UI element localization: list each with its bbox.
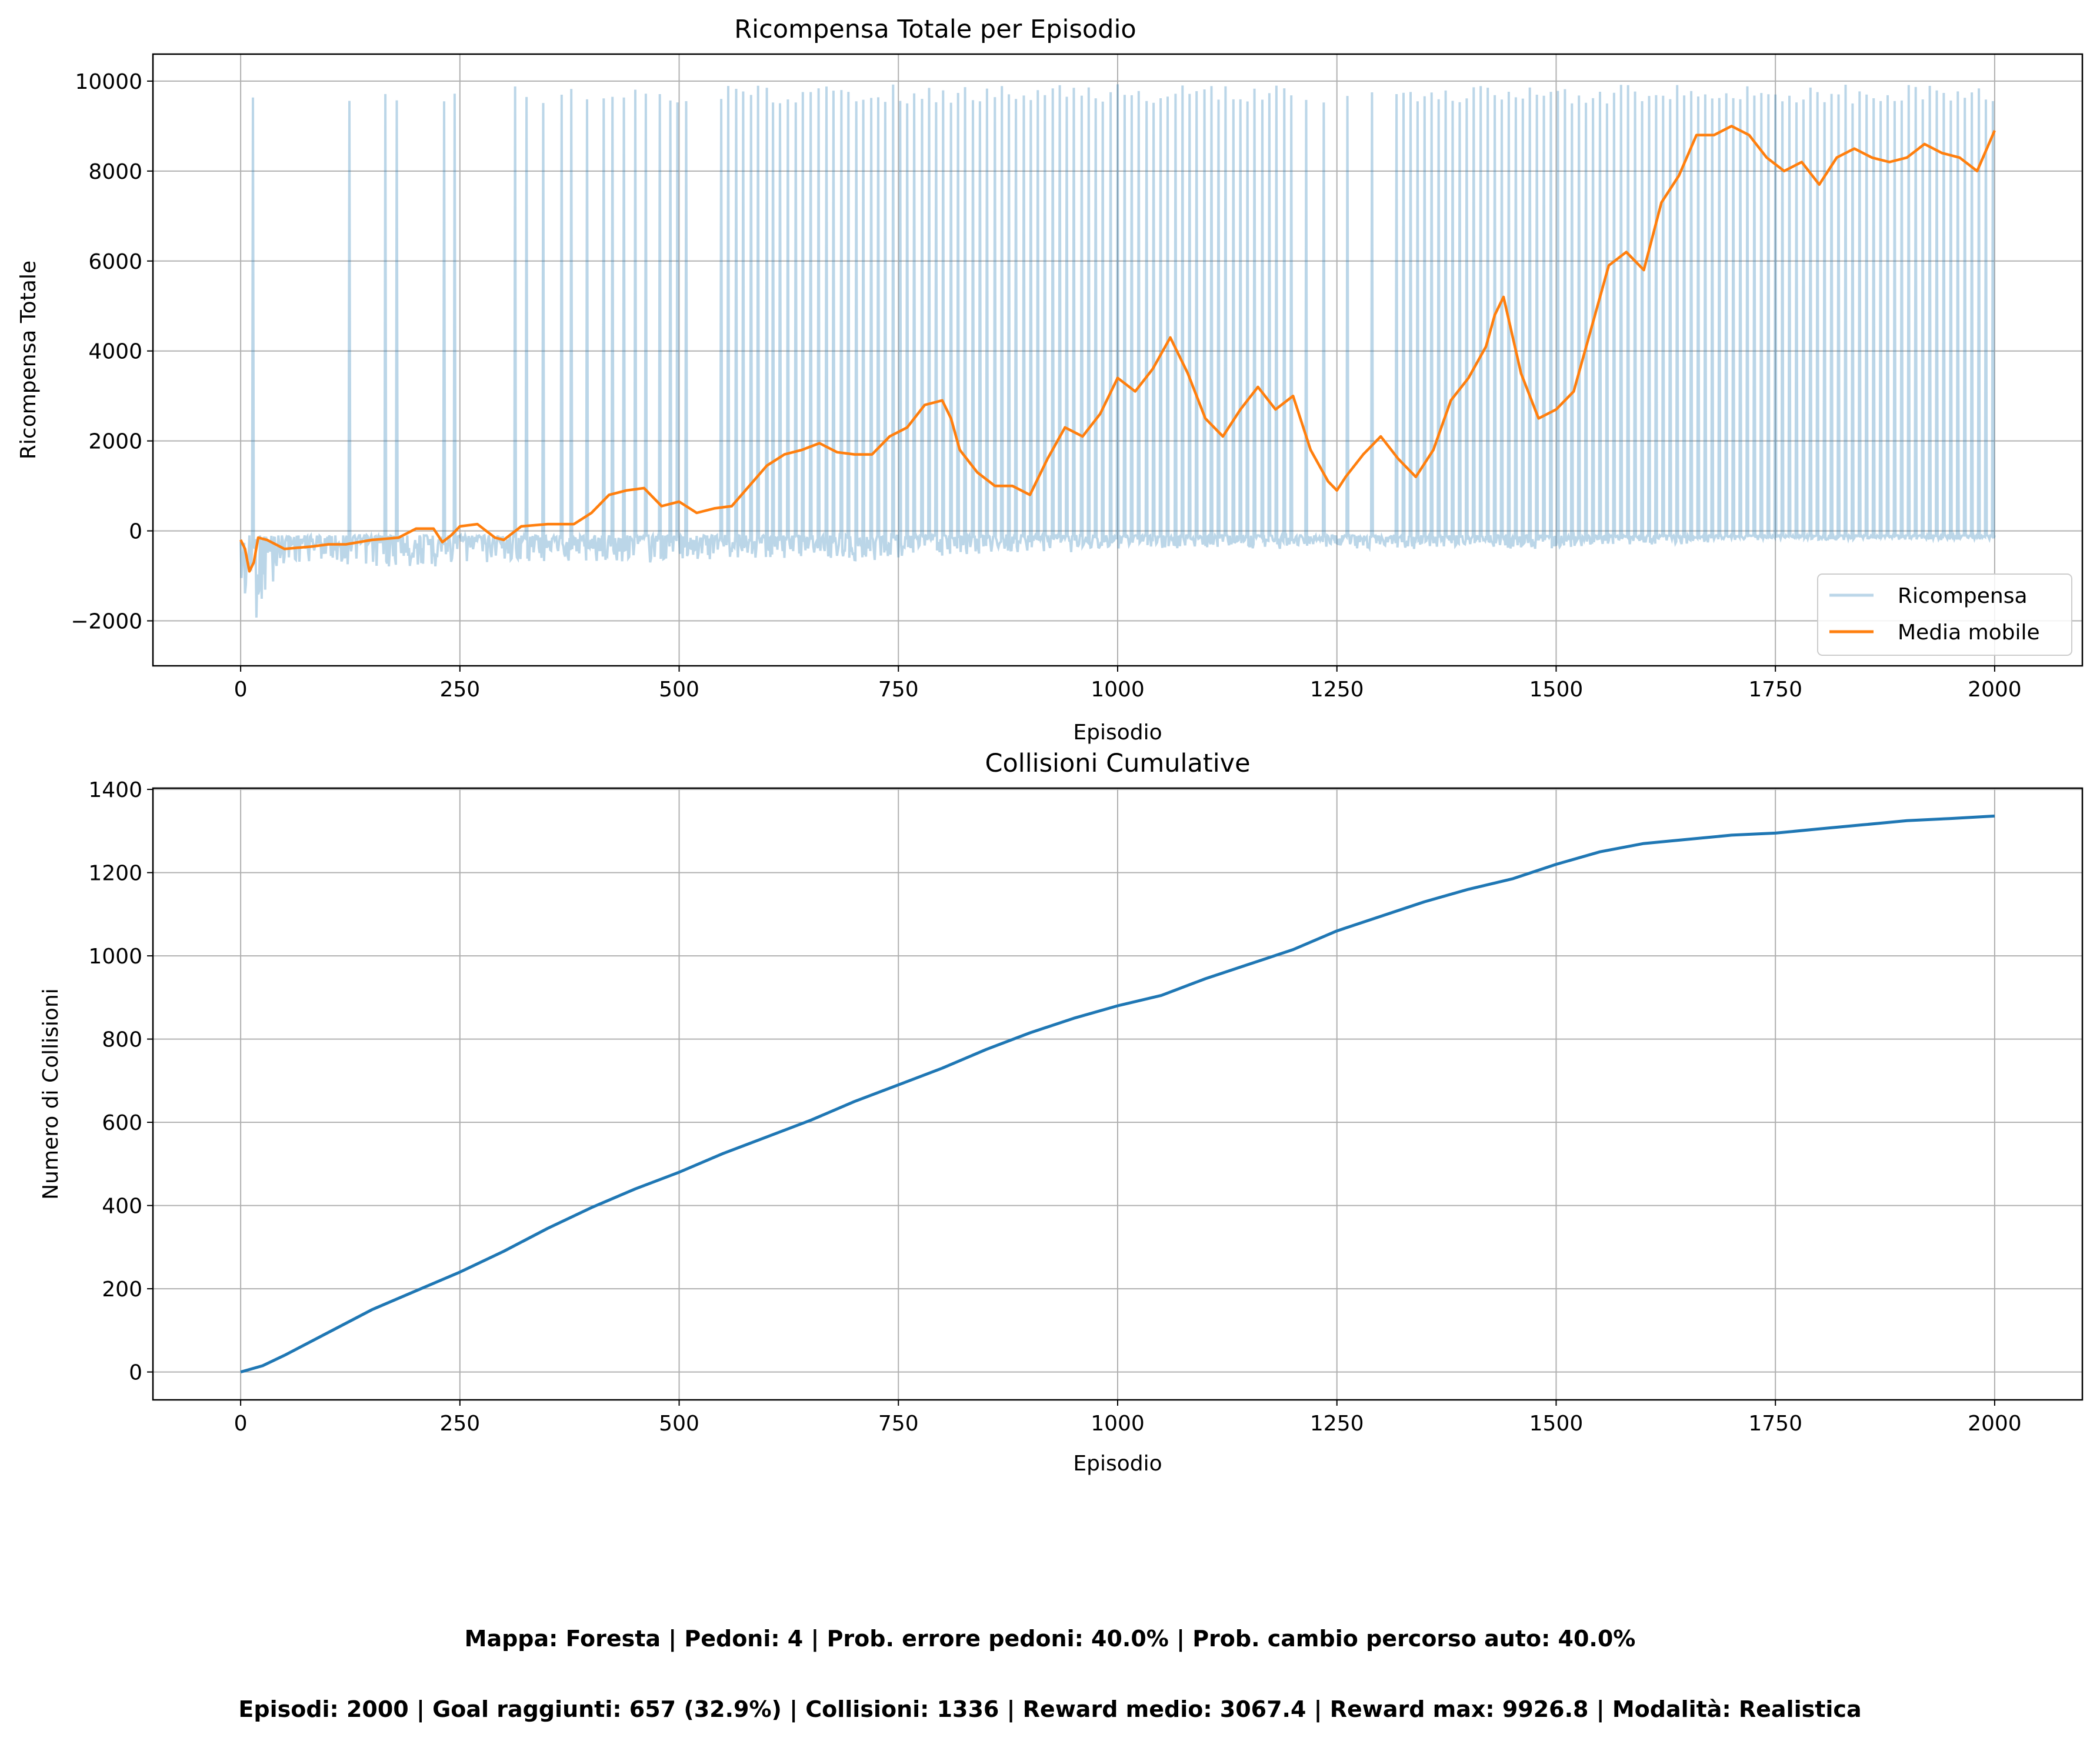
x-tick-label: 1500: [1529, 678, 1584, 702]
collisions-series: [240, 814, 1995, 1374]
x-tick-label: 500: [659, 1412, 699, 1436]
x-tick-label: 500: [659, 678, 699, 702]
y-tick-label: 400: [102, 1195, 142, 1219]
x-tick-label: 250: [439, 1412, 480, 1436]
x-tick-label: 1750: [1748, 678, 1802, 702]
collisions-chart: Collisioni Cumulative 0 250 500 750 1000 1250…: [39, 749, 2084, 1476]
collisions-x-axis: 0 250 500 750 1000 1250 1500 1750 2000: [234, 1400, 2022, 1436]
y-tick-label: 1400: [88, 778, 142, 802]
y-tick-label: 10000: [75, 70, 142, 94]
collisions-chart-title: Collisioni Cumulative: [985, 749, 1250, 778]
footer-summary: Episodi: 2000 | Goal raggiunti: 657 (32.…: [238, 1696, 1862, 1722]
x-tick-label: 750: [878, 1412, 919, 1436]
x-tick-label: 2000: [1968, 1412, 2022, 1436]
reward-series: [239, 84, 1996, 618]
y-tick-label: 200: [102, 1278, 142, 1302]
y-tick-label: 0: [129, 520, 142, 544]
series-ricompensa-line: [239, 84, 1996, 618]
x-tick-label: 1750: [1748, 1412, 1802, 1436]
collisions-y-axis-label: Numero di Collisioni: [39, 988, 63, 1200]
legend-label-ricompensa: Ricompensa: [1898, 584, 2028, 608]
x-tick-label: 1000: [1091, 1412, 1145, 1436]
x-tick-label: 2000: [1968, 678, 2022, 702]
y-tick-label: 600: [102, 1111, 142, 1135]
y-tick-label: 2000: [88, 430, 142, 454]
x-tick-label: 0: [234, 1412, 248, 1436]
collisions-grid: [153, 788, 2082, 1400]
reward-x-axis-label: Episodio: [1073, 721, 1162, 745]
y-tick-label: 4000: [88, 340, 142, 364]
y-tick-label: −2000: [71, 610, 142, 634]
reward-legend: Ricompensa Media mobile: [1817, 573, 2072, 656]
y-tick-label: 1000: [88, 945, 142, 969]
legend-label-media-mobile: Media mobile: [1898, 621, 2040, 645]
x-tick-label: 1250: [1310, 678, 1364, 702]
y-tick-label: 6000: [88, 250, 142, 274]
collisions-x-axis-label: Episodio: [1073, 1452, 1162, 1476]
collisions-y-axis: 0 200 400 600 800 1000 1200 1400: [88, 778, 153, 1385]
reward-chart: Ricompensa Totale per Episodio 0 250 500 75…: [16, 15, 2084, 745]
y-tick-label: 1200: [88, 862, 142, 886]
reward-y-axis: −2000 0 2000 4000 6000 8000 10000: [71, 70, 153, 634]
x-tick-label: 1500: [1529, 1412, 1584, 1436]
reward-x-axis: 0 250 500 750 1000 1250 1500 1750 2000: [234, 666, 2022, 702]
x-tick-label: 1000: [1091, 678, 1145, 702]
reward-grid: [153, 54, 2082, 666]
y-tick-label: 8000: [88, 160, 142, 184]
reward-y-axis-label: Ricompensa Totale: [16, 261, 41, 459]
x-tick-label: 750: [878, 678, 919, 702]
x-tick-label: 250: [439, 678, 480, 702]
y-tick-label: 0: [129, 1361, 142, 1385]
legend-frame: [1817, 573, 2072, 656]
x-tick-label: 0: [234, 678, 248, 702]
reward-chart-title: Ricompensa Totale per Episodio: [734, 15, 1136, 44]
footer-parameters: Mappa: Foresta | Pedoni: 4 | Prob. error…: [464, 1626, 1636, 1652]
y-tick-label: 800: [102, 1028, 142, 1052]
series-collisioni-line: [240, 814, 1995, 1374]
series-media-mobile-line: [239, 125, 1996, 573]
x-tick-label: 1250: [1310, 1412, 1364, 1436]
